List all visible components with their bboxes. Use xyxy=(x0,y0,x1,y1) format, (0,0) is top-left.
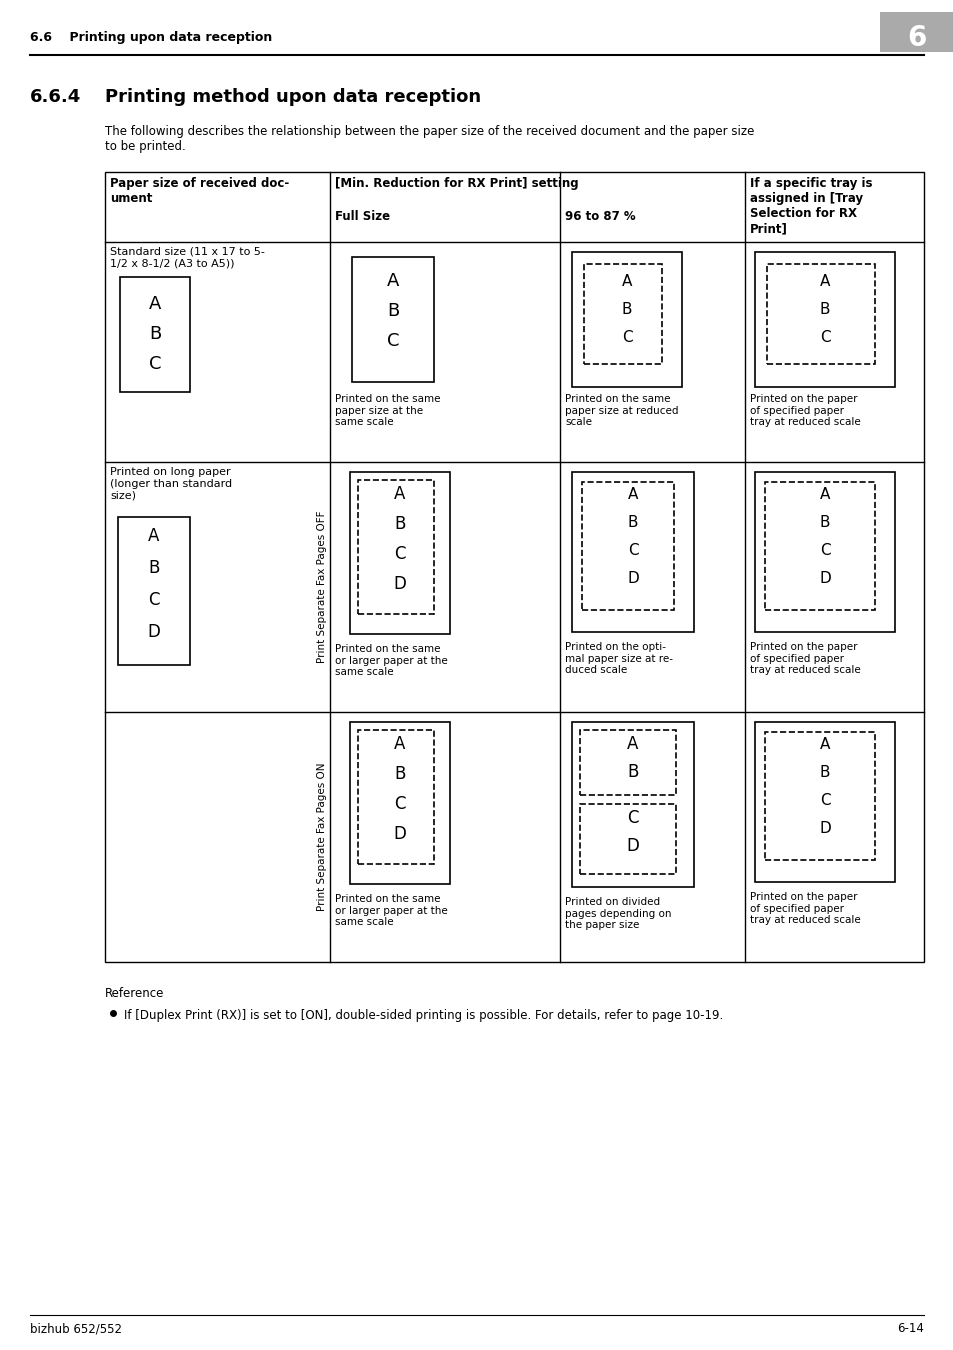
Text: Print Separate Fax Pages ON: Print Separate Fax Pages ON xyxy=(316,763,327,911)
Bar xyxy=(579,805,676,873)
Bar xyxy=(105,171,923,963)
Text: Printed on the paper
of specified paper
tray at reduced scale: Printed on the paper of specified paper … xyxy=(749,643,860,675)
Bar xyxy=(766,265,874,365)
Text: D: D xyxy=(819,821,830,836)
Text: B: B xyxy=(819,765,829,780)
Bar xyxy=(754,252,894,387)
Bar xyxy=(581,482,673,610)
Text: C: C xyxy=(819,329,829,346)
Text: Printed on the paper
of specified paper
tray at reduced scale: Printed on the paper of specified paper … xyxy=(749,394,860,427)
Text: A: A xyxy=(149,296,161,313)
Text: If [Duplex Print (RX)] is set to [ON], double-sided printing is possible. For de: If [Duplex Print (RX)] is set to [ON], d… xyxy=(124,1008,722,1022)
Text: C: C xyxy=(627,543,638,558)
Text: B: B xyxy=(394,765,405,783)
Text: B: B xyxy=(387,302,398,320)
Text: C: C xyxy=(149,355,161,373)
Text: C: C xyxy=(148,591,159,609)
Text: 6: 6 xyxy=(906,24,925,53)
Text: Printing method upon data reception: Printing method upon data reception xyxy=(105,88,480,107)
Bar xyxy=(357,481,434,614)
Text: The following describes the relationship between the paper size of the received : The following describes the relationship… xyxy=(105,126,754,153)
Text: 6.6.4: 6.6.4 xyxy=(30,88,81,107)
Bar xyxy=(120,277,190,392)
Text: Printed on the paper
of specified paper
tray at reduced scale: Printed on the paper of specified paper … xyxy=(749,892,860,925)
Text: B: B xyxy=(819,302,829,317)
Bar xyxy=(764,732,874,860)
Bar xyxy=(572,252,681,387)
Text: A: A xyxy=(394,734,405,753)
Bar xyxy=(764,482,874,610)
Bar xyxy=(352,256,434,382)
Bar xyxy=(583,265,661,365)
Text: B: B xyxy=(627,763,638,782)
Text: A: A xyxy=(148,526,159,545)
Text: Print Separate Fax Pages OFF: Print Separate Fax Pages OFF xyxy=(316,510,327,663)
Text: 6.6    Printing upon data reception: 6.6 Printing upon data reception xyxy=(30,31,272,45)
Text: 96 to 87 %: 96 to 87 % xyxy=(564,211,635,223)
Text: 6-14: 6-14 xyxy=(896,1322,923,1335)
Text: B: B xyxy=(819,514,829,531)
Text: A: A xyxy=(386,271,398,290)
Text: D: D xyxy=(626,571,639,586)
Text: B: B xyxy=(394,514,405,533)
Bar xyxy=(572,722,693,887)
Text: Printed on the opti-
mal paper size at re-
duced scale: Printed on the opti- mal paper size at r… xyxy=(564,643,672,675)
Text: C: C xyxy=(819,792,829,809)
Bar xyxy=(357,730,434,864)
Text: Full Size: Full Size xyxy=(335,211,390,223)
Text: A: A xyxy=(627,487,638,502)
Text: D: D xyxy=(819,571,830,586)
Text: C: C xyxy=(386,332,399,350)
Text: A: A xyxy=(819,737,829,752)
Text: B: B xyxy=(621,302,632,317)
Text: Printed on the same
or larger paper at the
same scale: Printed on the same or larger paper at t… xyxy=(335,644,447,678)
Text: Printed on long paper
(longer than standard
size): Printed on long paper (longer than stand… xyxy=(110,467,232,501)
Bar xyxy=(579,730,676,795)
Text: Printed on divided
pages depending on
the paper size: Printed on divided pages depending on th… xyxy=(564,896,671,930)
Text: B: B xyxy=(627,514,638,531)
Text: [Min. Reduction for RX Print] setting: [Min. Reduction for RX Print] setting xyxy=(335,177,578,190)
Bar xyxy=(350,722,450,884)
Text: D: D xyxy=(394,575,406,593)
Text: Printed on the same
paper size at reduced
scale: Printed on the same paper size at reduce… xyxy=(564,394,678,427)
Text: B: B xyxy=(148,559,159,576)
Text: If a specific tray is
assigned in [Tray
Selection for RX
Print]: If a specific tray is assigned in [Tray … xyxy=(749,177,872,235)
Bar xyxy=(879,12,953,53)
Text: A: A xyxy=(819,274,829,289)
Text: C: C xyxy=(626,809,639,828)
Text: C: C xyxy=(394,795,405,813)
Text: Standard size (11 x 17 to 5-
1/2 x 8-1/2 (A3 to A5)): Standard size (11 x 17 to 5- 1/2 x 8-1/2… xyxy=(110,247,265,269)
Text: Printed on the same
paper size at the
same scale: Printed on the same paper size at the sa… xyxy=(335,394,440,427)
Text: Paper size of received doc-
ument: Paper size of received doc- ument xyxy=(110,177,289,205)
Text: D: D xyxy=(626,837,639,855)
Bar xyxy=(118,517,190,666)
Bar xyxy=(754,472,894,632)
Text: C: C xyxy=(621,329,632,346)
Text: D: D xyxy=(148,622,160,641)
Text: B: B xyxy=(149,325,161,343)
Text: C: C xyxy=(394,545,405,563)
Bar xyxy=(572,472,693,632)
Text: Printed on the same
or larger paper at the
same scale: Printed on the same or larger paper at t… xyxy=(335,894,447,927)
Text: Reference: Reference xyxy=(105,987,164,1000)
Text: A: A xyxy=(621,274,632,289)
Bar xyxy=(754,722,894,882)
Text: D: D xyxy=(394,825,406,842)
Bar xyxy=(350,472,450,634)
Text: A: A xyxy=(394,485,405,504)
Text: bizhub 652/552: bizhub 652/552 xyxy=(30,1322,122,1335)
Text: A: A xyxy=(819,487,829,502)
Text: A: A xyxy=(627,734,638,753)
Text: C: C xyxy=(819,543,829,558)
